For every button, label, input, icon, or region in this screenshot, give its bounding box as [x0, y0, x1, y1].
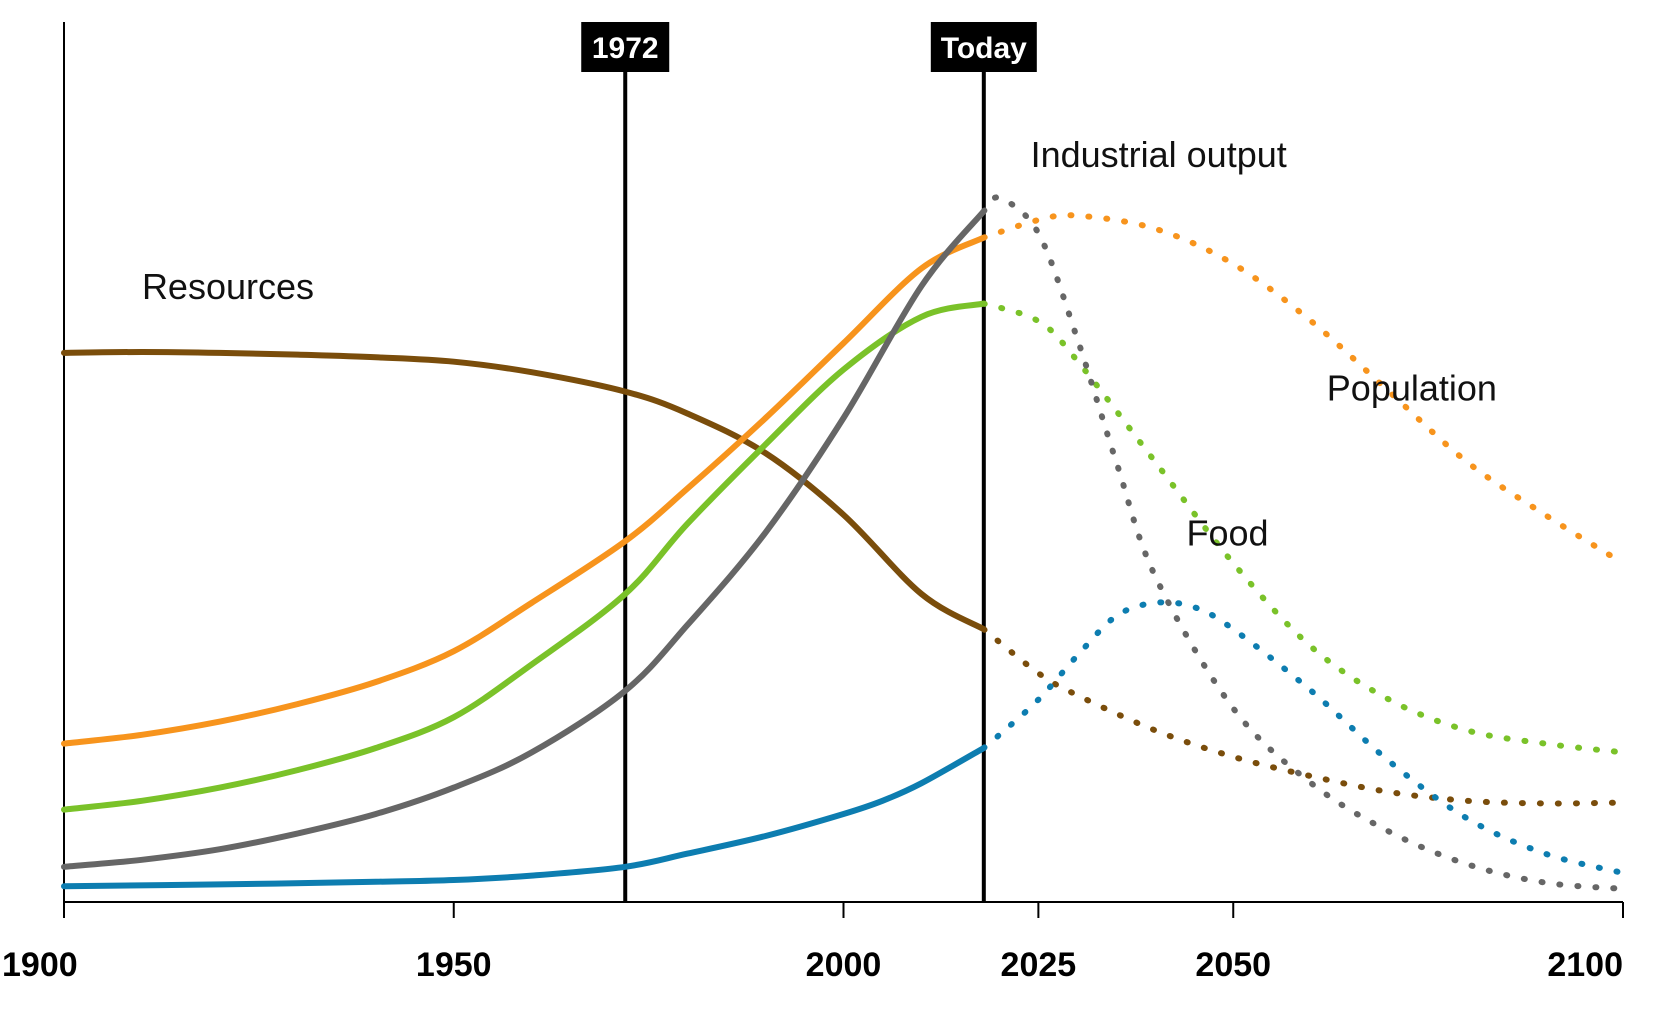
- marker-label-1972: 1972: [592, 32, 659, 65]
- plot-area: 1900 1950 2000 2025 2050 2100 1972 Today Resou…: [2, 22, 1626, 984]
- x-tick-label-1950: 1950: [416, 946, 492, 984]
- time-markers: 1972 Today: [581, 22, 1037, 902]
- series-line-resources-projection: [980, 626, 1626, 807]
- series-line-population-projection: [980, 212, 1626, 567]
- x-tick-label-2100: 2100: [1547, 946, 1623, 984]
- series-line-industrial-output-historical: [61, 208, 987, 870]
- series-line-pollution-projection: [980, 599, 1626, 876]
- series-label-industrial-output: Industrial output: [1031, 134, 1287, 175]
- x-tick-label-2050: 2050: [1195, 946, 1271, 984]
- x-tick-label-2000: 2000: [806, 946, 882, 984]
- marker-badge-1972: [581, 22, 670, 72]
- series-label-food: Food: [1186, 513, 1268, 554]
- series-label-resources: Resources: [142, 266, 314, 307]
- x-tick-label-2025: 2025: [1001, 946, 1077, 984]
- marker-label-today: Today: [941, 32, 1027, 65]
- series-labels: Resources Population Food Industrial output: [142, 134, 1497, 553]
- series-line-food-historical: [61, 300, 987, 813]
- marker-badge-today: [930, 22, 1037, 72]
- series-line-resources-historical: [61, 349, 987, 633]
- series-lines: [61, 194, 1626, 892]
- series-line-population-historical: [61, 234, 987, 747]
- series-label-population: Population: [1327, 367, 1497, 408]
- series-line-pollution-historical: [61, 745, 987, 890]
- x-axis-ticks: 1900 1950 2000 2025 2050 2100: [2, 902, 1624, 984]
- x-tick-label-1900: 1900: [2, 946, 78, 984]
- series-line-food-projection: [980, 300, 1626, 756]
- series-line-industrial-output-projection: [980, 194, 1626, 892]
